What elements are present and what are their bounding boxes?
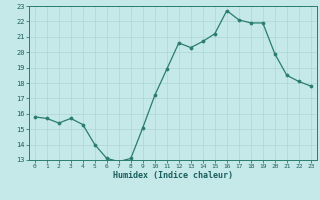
X-axis label: Humidex (Indice chaleur): Humidex (Indice chaleur) [113, 171, 233, 180]
